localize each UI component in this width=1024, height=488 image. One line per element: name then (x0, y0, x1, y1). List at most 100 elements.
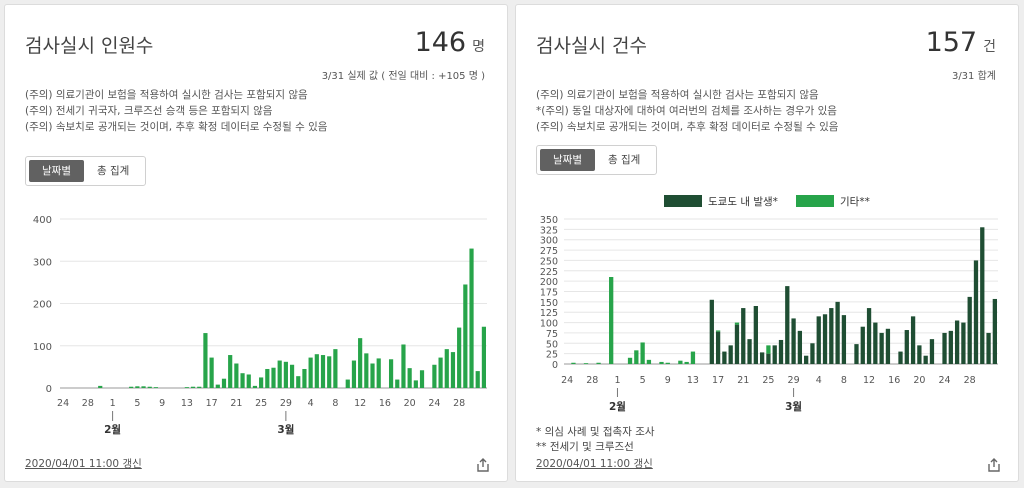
card-subtitle: 3/31 실제 값 ( 전일 대비 : +105 명 ) (321, 71, 485, 82)
bar-tokyo (785, 286, 790, 364)
bar-tokyo (722, 351, 727, 364)
x-tick-label: 1 (614, 375, 620, 386)
y-tick-label: 325 (540, 225, 558, 236)
share-icon[interactable] (986, 457, 1002, 473)
bar (203, 333, 208, 388)
bar-tokyo (835, 301, 840, 364)
y-tick-label: 125 (540, 308, 558, 319)
bar-other (627, 357, 633, 364)
toggle-total[interactable]: 총 집계 (607, 154, 641, 166)
x-tick-label: 17 (206, 398, 218, 409)
legend-swatch (796, 195, 834, 207)
bar (246, 374, 251, 388)
x-tick-label: 24 (57, 398, 69, 409)
x-tick-label: 29 (788, 375, 800, 386)
bar (197, 386, 202, 388)
bar-tokyo (854, 344, 859, 364)
bar-tokyo (753, 306, 758, 364)
notes: (주의) 의료기관이 보험을 적용하여 실시한 검사는 포함되지 않음 *(주의… (536, 87, 838, 135)
share-icon[interactable] (475, 457, 491, 473)
x-tick-label: 1 (110, 398, 116, 409)
month-label: 3월 (277, 423, 294, 436)
x-tick-label: 4 (308, 398, 314, 409)
bar-tokyo (879, 332, 884, 364)
bar-tokyo (841, 315, 847, 364)
bar (184, 387, 189, 388)
x-tick-label: 13 (687, 375, 699, 386)
bar-other (665, 362, 670, 364)
big-number-unit: 명 (472, 39, 485, 55)
bar-other (684, 361, 689, 364)
bar-other (640, 342, 645, 364)
view-toggle: 날짜별 총 집계 (25, 156, 147, 186)
y-tick-label: 350 (540, 215, 558, 226)
y-tick-label: 75 (546, 329, 558, 340)
x-tick-label: 5 (134, 398, 140, 409)
month-label: 2월 (609, 400, 626, 413)
toggle-daily[interactable]: 날짜별 (29, 160, 84, 182)
x-tick-label: 16 (888, 375, 900, 386)
bar (283, 361, 288, 388)
bar (450, 352, 456, 388)
view-toggle: 날짜별 총 집계 (536, 145, 658, 175)
big-number: 146 명 (415, 27, 485, 58)
count-bar-chart: 0255075100125150175200225250275300325350… (540, 195, 998, 413)
y-tick-label: 100 (540, 319, 558, 330)
bar (271, 367, 276, 388)
bar-other (715, 330, 721, 332)
bar-other (571, 362, 576, 364)
x-tick-label: 21 (230, 398, 242, 409)
x-tick-label: 28 (586, 375, 598, 386)
bar (370, 363, 375, 388)
bar (457, 327, 462, 388)
y-tick-label: 400 (33, 215, 52, 226)
note-line: (주의) 전세기 귀국자, 크루즈선 승객 등은 포함되지 않음 (25, 105, 273, 117)
toggle-daily[interactable]: 날짜별 (540, 149, 595, 171)
y-tick-label: 225 (540, 267, 558, 278)
bar (141, 386, 146, 388)
bar (364, 353, 369, 388)
bar-tokyo (734, 324, 740, 364)
bar-tokyo (954, 320, 960, 364)
tests-people-card: 검사실시 인원수 146 명 3/31 실제 값 ( 전일 대비 : +105 명… (4, 4, 508, 482)
bar (333, 349, 338, 388)
bar (215, 384, 220, 388)
x-tick-label: 5 (640, 375, 646, 386)
card-subtitle: 3/31 합계 (951, 71, 996, 82)
bar (413, 380, 418, 388)
updated-link[interactable]: 2020/04/01 11:00 갱신 (25, 458, 142, 470)
updated-link[interactable]: 2020/04/01 11:00 갱신 (536, 458, 653, 470)
bar-other (646, 359, 652, 364)
y-tick-label: 200 (540, 277, 558, 288)
bar (463, 284, 468, 388)
bar-tokyo (816, 316, 821, 364)
y-tick-label: 100 (33, 342, 52, 353)
x-tick-label: 17 (712, 375, 724, 386)
x-tick-label: 24 (561, 375, 573, 386)
y-tick-label: 250 (540, 256, 558, 267)
big-number: 157 건 (926, 27, 996, 58)
bar-other (766, 345, 771, 354)
bar (147, 386, 152, 388)
y-tick-label: 300 (33, 257, 52, 268)
x-tick-label: 24 (428, 398, 440, 409)
bar-tokyo (810, 343, 815, 364)
legend-label: 기타** (840, 196, 870, 208)
y-tick-label: 275 (540, 246, 558, 257)
bar (277, 360, 282, 388)
bar-other (596, 362, 601, 364)
bar (265, 368, 270, 388)
bar-tokyo (778, 339, 784, 364)
bar-tokyo (885, 328, 891, 364)
x-tick-label: 4 (816, 375, 822, 386)
bar-other (609, 277, 614, 364)
big-number-value: 146 (414, 27, 467, 58)
bar-other (634, 350, 639, 364)
x-tick-label: 12 (354, 398, 366, 409)
bar-tokyo (715, 331, 721, 364)
bar (432, 364, 437, 388)
toggle-total[interactable]: 총 집계 (96, 165, 130, 177)
bar (228, 355, 233, 388)
bar (221, 378, 227, 388)
y-tick-label: 0 (46, 384, 52, 395)
